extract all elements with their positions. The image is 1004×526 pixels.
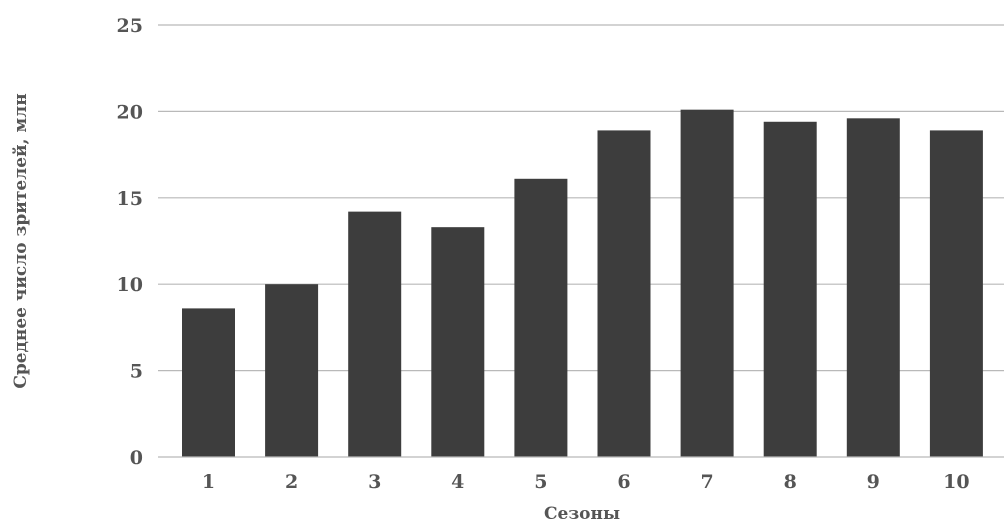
x-tick-label: 6 — [617, 471, 630, 493]
y-tick-label: 10 — [117, 274, 143, 296]
y-axis-label: Среднее число зрителей, млн — [11, 93, 31, 388]
x-axis-label: Сезоны — [544, 504, 620, 524]
y-tick-label: 20 — [117, 101, 143, 123]
bar — [265, 284, 319, 457]
bar — [846, 118, 900, 457]
x-tick-label: 10 — [943, 471, 969, 493]
x-tick-label: 7 — [700, 471, 713, 493]
y-tick-label: 25 — [117, 15, 143, 37]
x-tick-label: 1 — [202, 471, 215, 493]
bar — [763, 121, 817, 457]
x-tick-labels: 1 2 3 4 5 6 7 8 9 10 — [202, 471, 970, 493]
bars — [182, 109, 983, 458]
x-tick-label: 5 — [534, 471, 547, 493]
y-tick-labels: 0 5 10 15 20 25 — [117, 15, 143, 469]
bar — [597, 130, 651, 457]
bar — [182, 308, 235, 457]
x-tick-label: 2 — [285, 471, 298, 493]
bar — [514, 178, 568, 458]
bar — [929, 130, 983, 457]
y-tick-label: 5 — [130, 361, 143, 383]
x-tick-label: 8 — [784, 471, 797, 493]
y-tick-label: 0 — [130, 447, 143, 469]
x-tick-label: 4 — [451, 471, 464, 493]
x-tick-label: 9 — [867, 471, 880, 493]
bar — [431, 227, 485, 457]
x-tick-label: 3 — [368, 471, 381, 493]
bar — [348, 211, 402, 457]
y-tick-label: 15 — [117, 188, 143, 210]
bar — [680, 109, 734, 457]
